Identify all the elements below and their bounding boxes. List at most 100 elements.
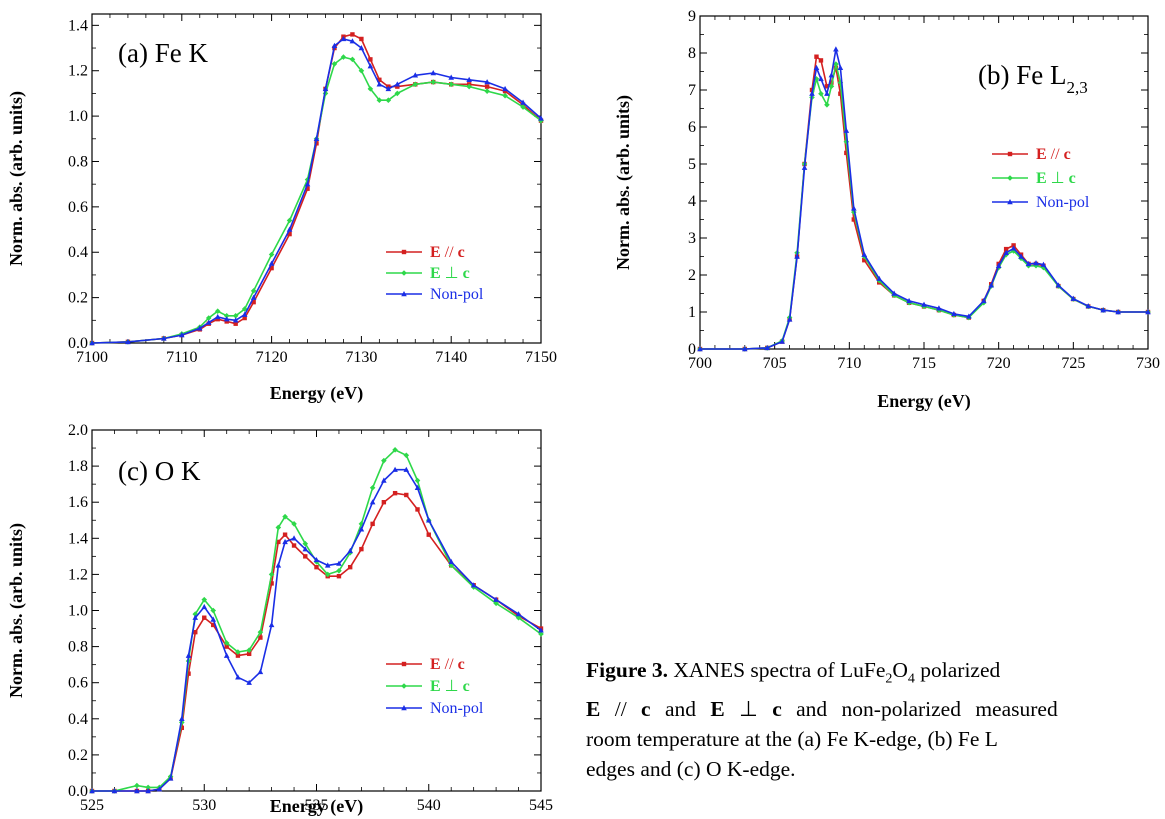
data-marker bbox=[251, 299, 256, 305]
data-marker bbox=[305, 186, 310, 191]
data-marker bbox=[484, 84, 490, 89]
y-tick-label: 9 bbox=[688, 8, 696, 25]
caption-e-1: E bbox=[586, 697, 601, 722]
data-marker bbox=[818, 58, 824, 63]
data-marker bbox=[1003, 246, 1009, 252]
x-tick-label: 7140 bbox=[435, 349, 467, 366]
data-marker bbox=[484, 79, 490, 85]
data-marker bbox=[862, 258, 867, 263]
data-marker bbox=[801, 164, 808, 170]
data-marker bbox=[414, 477, 421, 484]
data-marker bbox=[145, 788, 151, 794]
data-marker bbox=[233, 321, 238, 326]
y-tick-label: 0.4 bbox=[68, 244, 88, 261]
data-marker bbox=[246, 647, 252, 654]
data-marker bbox=[891, 290, 897, 296]
data-marker bbox=[1025, 260, 1032, 267]
y-tick-label: 0.0 bbox=[68, 335, 88, 352]
data-marker bbox=[1007, 151, 1013, 157]
data-marker bbox=[313, 556, 320, 563]
data-marker bbox=[232, 312, 239, 319]
data-marker bbox=[381, 477, 387, 483]
data-marker bbox=[179, 332, 185, 338]
data-marker bbox=[430, 69, 437, 76]
figure-caption: Figure 3. XANES spectra of LuFe2O4 polar… bbox=[586, 655, 1161, 784]
data-marker bbox=[833, 61, 839, 67]
data-marker bbox=[415, 507, 420, 512]
data-marker bbox=[340, 54, 347, 60]
y-tick-label: 6 bbox=[688, 119, 696, 136]
data-marker bbox=[844, 150, 849, 156]
data-marker bbox=[1003, 249, 1009, 255]
data-marker bbox=[336, 560, 342, 566]
data-marker bbox=[268, 571, 275, 578]
data-marker bbox=[401, 291, 407, 297]
legend-label-part: ⊥ bbox=[1051, 170, 1065, 187]
x-tick-label: 525 bbox=[80, 797, 104, 814]
data-marker bbox=[401, 249, 407, 255]
data-marker bbox=[367, 86, 374, 92]
data-marker bbox=[179, 715, 185, 721]
data-marker bbox=[395, 84, 400, 89]
panel-label: (b) Fe L2,3 bbox=[978, 60, 1088, 97]
x-tick-label: 720 bbox=[987, 355, 1011, 372]
caption-text-2: O bbox=[892, 658, 908, 682]
data-marker bbox=[404, 492, 409, 498]
caption-c-2: c bbox=[772, 697, 782, 722]
legend-label-part: // bbox=[445, 656, 454, 673]
data-marker bbox=[794, 253, 800, 259]
legend-label: E // c bbox=[430, 656, 465, 673]
data-marker bbox=[235, 674, 241, 680]
data-marker bbox=[1055, 282, 1062, 288]
data-marker bbox=[186, 671, 191, 676]
data-marker bbox=[193, 629, 198, 635]
data-marker bbox=[313, 135, 320, 141]
data-marker bbox=[861, 251, 868, 257]
data-marker bbox=[381, 500, 387, 505]
data-marker bbox=[205, 315, 212, 321]
data-marker bbox=[448, 74, 454, 80]
data-marker bbox=[403, 466, 410, 472]
data-marker bbox=[303, 554, 308, 559]
data-marker bbox=[134, 788, 140, 794]
data-marker bbox=[291, 521, 297, 527]
y-tick-label: 0.6 bbox=[68, 675, 88, 692]
data-marker bbox=[336, 574, 342, 579]
data-marker bbox=[336, 567, 342, 574]
legend-label-part: Non-pol bbox=[430, 286, 484, 303]
data-marker bbox=[538, 631, 544, 637]
data-marker bbox=[520, 99, 526, 105]
data-marker bbox=[111, 788, 118, 794]
data-marker bbox=[161, 335, 167, 341]
caption-e-2: E bbox=[710, 697, 725, 722]
data-marker bbox=[818, 90, 824, 97]
data-marker bbox=[257, 668, 264, 675]
data-marker bbox=[1070, 295, 1077, 301]
data-marker bbox=[392, 490, 398, 496]
data-marker bbox=[502, 88, 508, 94]
legend-label: Non-pol bbox=[1036, 194, 1090, 211]
data-marker bbox=[359, 36, 364, 42]
data-marker bbox=[381, 457, 387, 464]
chart-panel-1: 700 705 710 715 720 725 730 0 1 2 3 4 5 6 7 8 9 Energy (e… bbox=[613, 8, 1160, 412]
legend-label-part: ⊥ bbox=[445, 678, 459, 695]
x-tick-label: 710 bbox=[837, 355, 861, 372]
data-marker bbox=[401, 661, 407, 667]
data-marker bbox=[786, 316, 793, 322]
data-marker bbox=[368, 57, 373, 62]
data-marker bbox=[196, 325, 203, 331]
data-marker bbox=[851, 217, 857, 222]
y-tick-label: 5 bbox=[688, 156, 696, 173]
data-marker bbox=[302, 546, 309, 552]
data-marker bbox=[1010, 245, 1017, 251]
legend-label-part: E bbox=[1036, 146, 1051, 163]
data-marker bbox=[224, 644, 229, 649]
legend-label-part: E bbox=[1036, 170, 1051, 187]
data-marker bbox=[426, 532, 431, 537]
data-marker bbox=[394, 90, 401, 97]
legend-label: Non-pol bbox=[430, 700, 484, 717]
legend-label-part: c bbox=[459, 265, 470, 282]
caption-perp-symbol: ⊥ bbox=[724, 697, 773, 722]
data-marker bbox=[246, 679, 252, 685]
